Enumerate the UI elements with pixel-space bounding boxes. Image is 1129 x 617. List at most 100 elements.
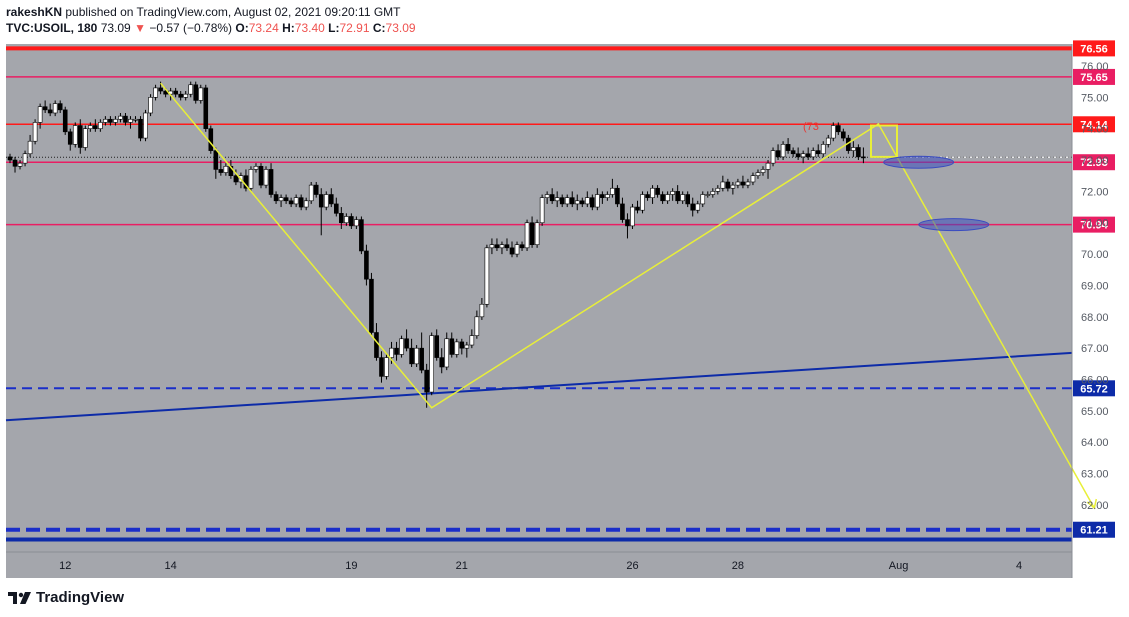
- candle-bear: [67, 131, 73, 145]
- candle-bull: [83, 128, 88, 148]
- candle-bear: [233, 175, 239, 183]
- candle-bull: [800, 153, 806, 158]
- candle-bear: [459, 341, 465, 349]
- candle-bull: [670, 191, 675, 195]
- tradingview-logo-icon: [8, 591, 31, 604]
- level-price-tag: [1073, 68, 1115, 85]
- candle-bull: [17, 162, 23, 167]
- candle-bull: [52, 103, 58, 114]
- candle-bear: [203, 87, 209, 129]
- candle-bear: [359, 219, 364, 252]
- candle-bear: [790, 150, 796, 155]
- tradingview-brand: TradingView: [36, 589, 125, 606]
- candle-bear: [494, 244, 500, 249]
- candle-bear: [93, 125, 98, 129]
- candle-bull: [223, 165, 229, 173]
- candle-bear: [655, 187, 660, 195]
- candle-bear: [600, 194, 605, 198]
- candle-bear: [590, 197, 595, 208]
- candle-bull: [514, 244, 520, 255]
- close-label: C:: [372, 21, 386, 35]
- y-tick-label: 71.00: [1081, 218, 1109, 230]
- tradingview-footer[interactable]: TradingView: [8, 589, 124, 606]
- candle-bear: [318, 194, 324, 208]
- candle-bear: [369, 278, 374, 333]
- candle-bear: [7, 156, 13, 161]
- candle-bear: [635, 206, 640, 211]
- candle-bear: [394, 347, 399, 355]
- candle-bull: [454, 341, 460, 355]
- candle-bull: [564, 197, 570, 205]
- candle-bear: [298, 197, 304, 208]
- chart-header: rakeshKN published on TradingView.com, A…: [6, 4, 1106, 36]
- candle-bull: [765, 162, 771, 170]
- candle-bull: [153, 87, 158, 98]
- candle-bull: [574, 200, 580, 205]
- y-tick-label: 66.00: [1081, 375, 1109, 387]
- candle-bull: [700, 194, 706, 205]
- candle-bear: [645, 194, 650, 198]
- level-price-tag: [1073, 521, 1115, 538]
- level-price-tag: [1073, 380, 1115, 397]
- candle-bull: [188, 84, 194, 95]
- y-tick-label: 64.00: [1081, 437, 1109, 449]
- y-tick-label: 69.00: [1081, 280, 1109, 292]
- target-ellipse: [883, 155, 955, 169]
- candle-bull: [584, 197, 590, 205]
- candle-bull: [720, 181, 726, 189]
- candle-bear: [841, 131, 846, 139]
- candle-bear: [283, 197, 289, 202]
- candle-bull: [489, 244, 495, 249]
- candle-bull: [680, 194, 685, 202]
- candle-bull: [253, 165, 259, 170]
- candle-bull: [735, 181, 741, 186]
- level-price-tag: [1073, 216, 1115, 233]
- candle-bull: [88, 125, 93, 129]
- candle-bull: [750, 175, 756, 183]
- candle-bull: [830, 125, 836, 139]
- candle-bull: [263, 169, 269, 186]
- candle-bull: [32, 122, 38, 142]
- x-tick-label: 4: [1016, 560, 1022, 572]
- candle-bear: [424, 369, 429, 393]
- candle-bull: [730, 184, 736, 189]
- candle-bull: [810, 150, 816, 158]
- candle-bull: [323, 194, 329, 208]
- candle-bear: [419, 347, 424, 371]
- level-price-label: 70.94: [1080, 220, 1108, 232]
- candle-bear: [449, 338, 455, 355]
- candle-bear: [138, 118, 143, 139]
- y-tick-label: 74.00: [1081, 124, 1109, 136]
- candle-bull: [640, 194, 645, 211]
- candle-bull: [695, 203, 701, 211]
- candle-bear: [549, 194, 555, 202]
- low-value: 72.91: [339, 21, 370, 35]
- price-axis-background: [1072, 44, 1122, 578]
- open-label: O:: [235, 21, 249, 35]
- candle-bull: [148, 97, 153, 114]
- candle-bear: [861, 156, 866, 159]
- candle-bull: [464, 344, 470, 349]
- candle-bull: [534, 222, 540, 245]
- candle-bull: [354, 219, 359, 227]
- candle-bear: [569, 197, 575, 205]
- candle-bull: [72, 125, 78, 145]
- candle-bull: [610, 187, 615, 195]
- candle-bull: [414, 347, 419, 365]
- candle-bear: [675, 191, 680, 202]
- candle-bull: [745, 181, 751, 186]
- candle-bear: [208, 128, 214, 151]
- candle-bull: [665, 194, 670, 202]
- candle-bear: [158, 87, 163, 92]
- publisher-name[interactable]: rakeshKN: [6, 5, 63, 19]
- candle-bear: [57, 103, 63, 111]
- candle-bull: [474, 316, 480, 336]
- candle-bull: [539, 197, 545, 224]
- level-price-label: 76.56: [1080, 43, 1108, 55]
- y-tick-label: 75.00: [1081, 92, 1109, 104]
- x-tick-label: 19: [345, 560, 357, 572]
- candle-bear: [339, 213, 344, 224]
- candle-bear: [288, 200, 294, 205]
- candle-bull: [278, 197, 284, 202]
